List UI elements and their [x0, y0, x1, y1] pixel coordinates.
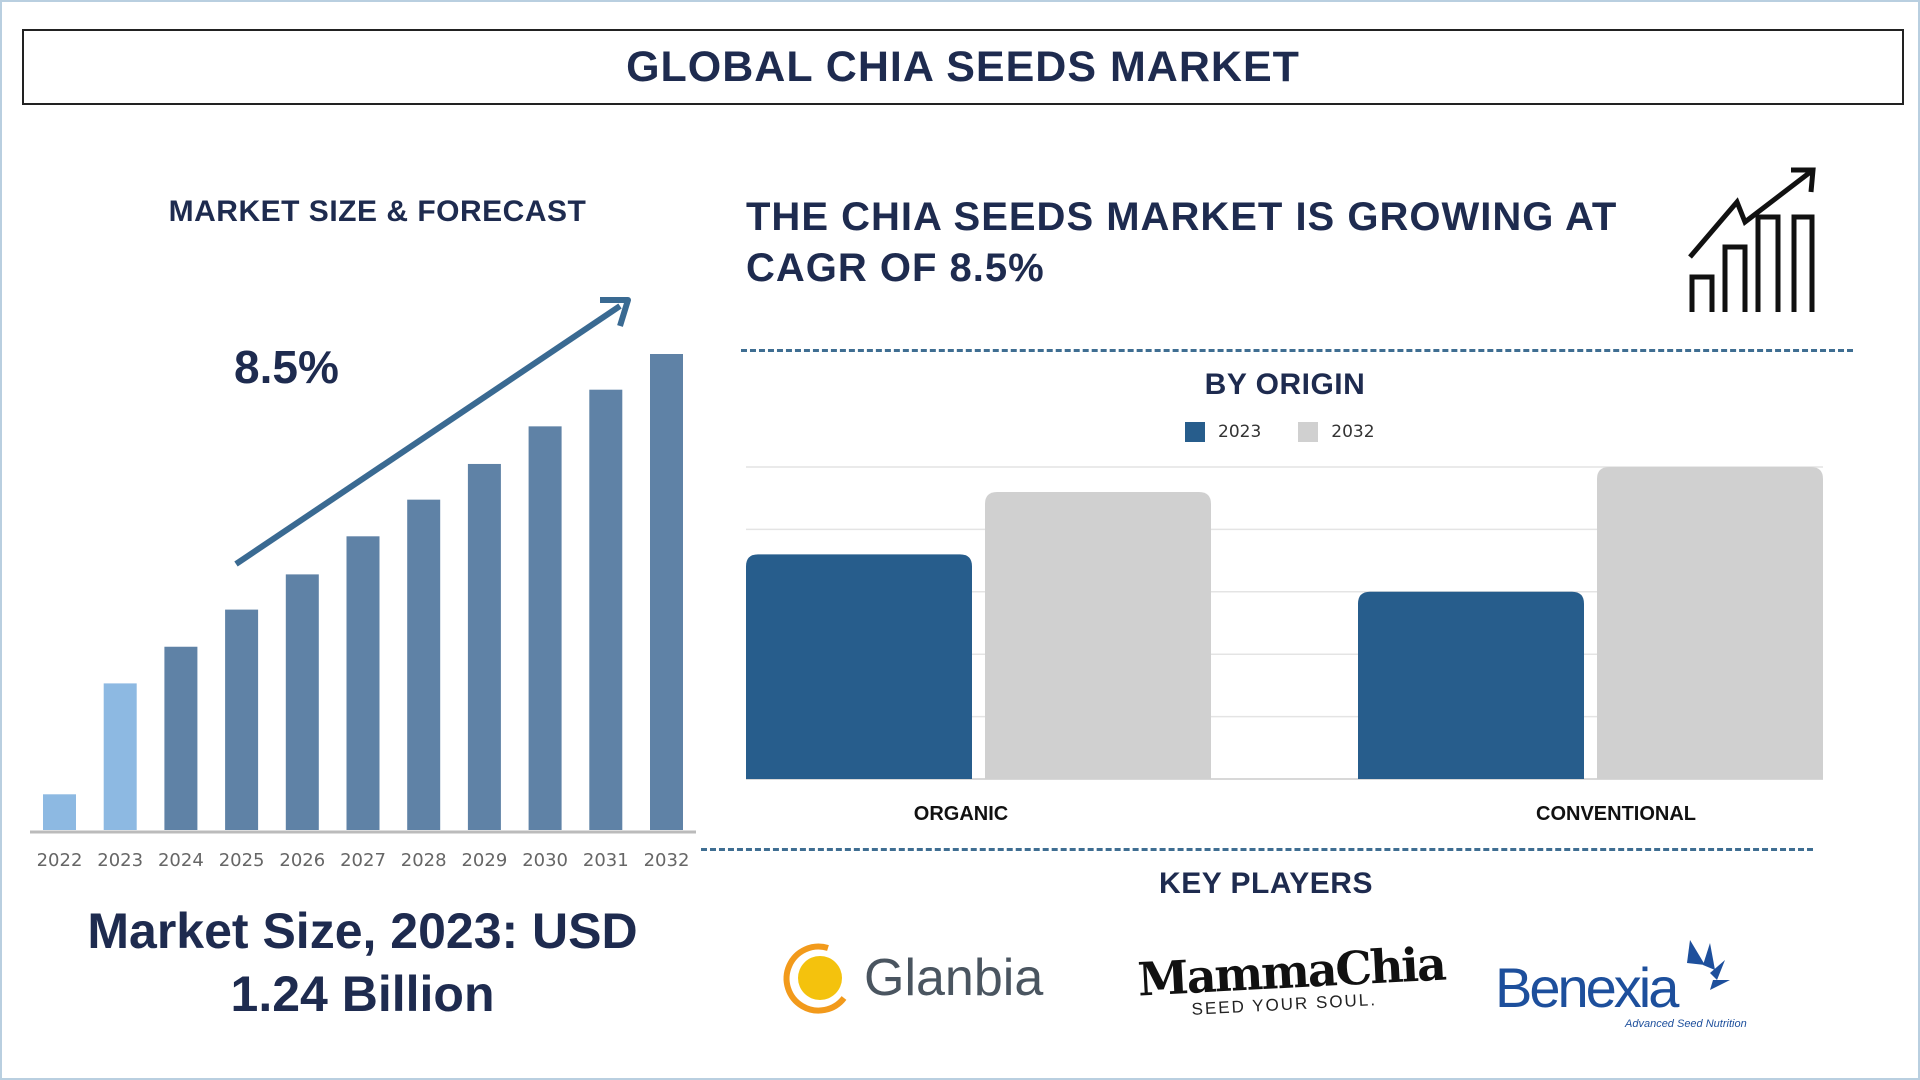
forecast-bar-2022: [43, 794, 76, 830]
forecast-bar-2023: [103, 683, 137, 830]
year-label-2025: 2025: [218, 850, 265, 871]
market-size-text: Market Size, 2023: USD 1.24 Billion: [30, 900, 695, 1026]
market-size-line2: 1.24 Billion: [230, 966, 495, 1022]
origin-bar-organic-2032: [985, 491, 1211, 779]
cagr-label: 8.5%: [234, 341, 339, 393]
origin-bar-conventional-2023: [1358, 591, 1584, 779]
forecast-bar-2028: [407, 499, 441, 830]
glanbia-swirl-icon: [783, 943, 847, 1014]
legend-label-2032: 2032: [1331, 422, 1375, 442]
forecast-bar-2024: [164, 646, 198, 830]
forecast-chart: [30, 297, 696, 834]
forecast-bar-2030: [528, 426, 562, 830]
glanbia-name: Glanbia: [864, 949, 1044, 1007]
legend-swatch-2032: [1298, 422, 1319, 442]
cagr-headline: THE CHIA SEEDS MARKET IS GROWING AT CAGR…: [746, 192, 1686, 294]
forecast-bar-2032: [650, 354, 683, 830]
forecast-bar-2025: [225, 609, 259, 830]
benexia-flower-icon: [1687, 940, 1730, 990]
bar-chart-growth-arrow-icon: [1688, 167, 1816, 312]
year-label-2030: 2030: [522, 850, 568, 871]
year-label-2024: 2024: [157, 850, 204, 871]
cagr-headline-line2: CAGR OF 8.5%: [746, 246, 1045, 290]
year-label-2031: 2031: [582, 850, 629, 871]
year-label-2028: 2028: [400, 850, 447, 871]
year-label-2023: 2023: [97, 850, 144, 871]
category-label-organic: ORGANIC: [913, 803, 1009, 825]
forecast-bar-2027: [346, 536, 380, 830]
origin-bar-conventional-2032: [1597, 467, 1823, 779]
forecast-bar-2029: [467, 463, 501, 830]
by-origin-heading: BY ORIGIN: [1204, 368, 1366, 401]
legend-label-2023: 2023: [1218, 422, 1262, 442]
page-title: GLOBAL CHIA SEEDS MARKET: [626, 42, 1300, 91]
divider-bottom: [701, 848, 1813, 851]
divider-top: [741, 349, 1853, 352]
origin-legend: 2023 2032: [1185, 422, 1375, 442]
growth-arrow-head-icon: [600, 297, 631, 327]
growth-arrow-line: [234, 303, 622, 567]
key-players-heading: KEY PLAYERS: [1159, 867, 1373, 900]
year-label-2026: 2026: [279, 850, 326, 871]
cagr-headline-line1: THE CHIA SEEDS MARKET IS GROWING AT: [746, 195, 1618, 239]
year-label-2032: 2032: [643, 850, 690, 871]
category-label-conventional: CONVENTIONAL: [1536, 803, 1696, 825]
title-box: GLOBAL CHIA SEEDS MARKET: [22, 29, 1904, 105]
year-label-2022: 2022: [36, 850, 83, 871]
forecast-bar-2026: [285, 574, 319, 830]
glanbia-logo: Glanbia: [780, 940, 1043, 1016]
origin-chart: [746, 466, 1823, 780]
market-size-line1: Market Size, 2023: USD: [87, 903, 638, 959]
benexia-name: Benexia: [1495, 956, 1679, 1019]
year-label-2027: 2027: [340, 850, 386, 871]
market-size-heading: MARKET SIZE & FORECAST: [168, 195, 587, 228]
forecast-bar-2031: [589, 389, 623, 830]
legend-swatch-2023: [1185, 422, 1205, 442]
benexia-tagline: Advanced Seed Nutrition: [1625, 1018, 1747, 1030]
origin-bar-organic-2023: [746, 554, 972, 779]
year-label-2029: 2029: [461, 850, 508, 871]
